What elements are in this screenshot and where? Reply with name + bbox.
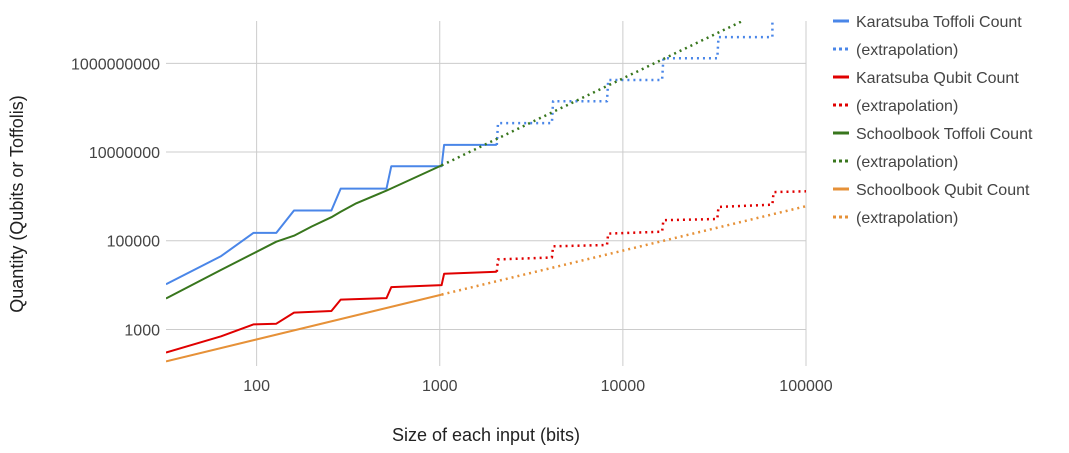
x-tick-label: 100000	[779, 378, 832, 395]
legend-label-1: Karatsuba Toffoli Count	[856, 14, 1022, 31]
gridlines	[166, 21, 807, 366]
x-tick-label: 10000	[601, 378, 646, 395]
series-line-1	[166, 143, 497, 286]
series-line-4	[495, 190, 806, 272]
plot-series	[166, 21, 806, 363]
series-line-5	[166, 164, 443, 300]
series-line-3	[166, 270, 497, 354]
x-axis-ticks: 100 1000 10000 100000	[243, 378, 833, 395]
y-tick-label: 10000000	[89, 145, 160, 162]
legend-label-8: (extrapolation)	[856, 210, 958, 227]
series-line-6	[441, 21, 744, 167]
y-tick-label: 1000000000	[71, 56, 160, 73]
legend-label-6: (extrapolation)	[856, 154, 958, 171]
y-axis-title: Quantity (Qubits or Toffolis)	[7, 95, 27, 312]
legend-label-5: Schoolbook Toffoli Count	[856, 126, 1033, 143]
legend-label-7: Schoolbook Qubit Count	[856, 182, 1030, 199]
series-line-2	[495, 21, 774, 145]
series-line-7	[166, 293, 442, 363]
legend: Karatsuba Toffoli Count (extrapolation) Ka…	[833, 14, 1033, 227]
x-tick-label: 100	[243, 378, 270, 395]
legend-label-2: (extrapolation)	[856, 42, 958, 59]
x-axis-title: Size of each input (bits)	[392, 425, 580, 445]
y-tick-label: 100000	[107, 234, 160, 251]
y-tick-label: 1000	[124, 322, 160, 339]
y-axis-ticks: 1000 100000 10000000 1000000000	[71, 56, 160, 339]
legend-label-4: (extrapolation)	[856, 98, 958, 115]
x-tick-label: 1000	[422, 378, 458, 395]
legend-label-3: Karatsuba Qubit Count	[856, 70, 1019, 87]
series-line-8	[441, 204, 806, 296]
